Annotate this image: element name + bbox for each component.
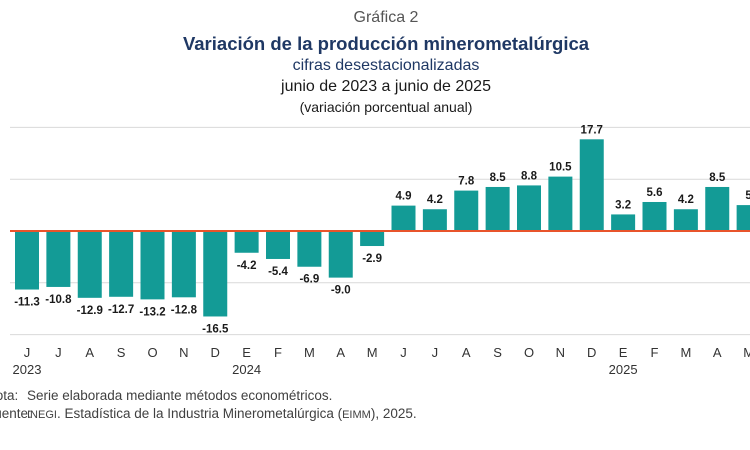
data-label: 4.2 bbox=[678, 194, 694, 206]
data-label: -12.8 bbox=[171, 304, 198, 316]
data-label: -6.9 bbox=[299, 274, 319, 286]
bar bbox=[328, 231, 353, 278]
x-tick-label: J bbox=[432, 345, 439, 360]
x-tick-label: J bbox=[400, 345, 407, 360]
chart-subtitle: cifras desestacionalizadas bbox=[292, 57, 480, 74]
data-label: -9.0 bbox=[331, 285, 351, 297]
x-tick-label: S bbox=[117, 345, 126, 360]
chart-units: (variación porcentual anual) bbox=[299, 99, 473, 115]
note-text: Serie elaborada mediante métodos economé… bbox=[27, 388, 333, 403]
bar bbox=[454, 190, 479, 231]
x-tick-label: J bbox=[55, 345, 62, 360]
data-label: 5 bbox=[745, 190, 750, 202]
data-label: 17.7 bbox=[581, 124, 603, 136]
note-label: Nota: bbox=[0, 388, 19, 403]
x-tick-label: O bbox=[147, 345, 157, 360]
source-text-a: . Estadística de la Industria Minerometa… bbox=[56, 406, 343, 421]
data-label: 5.6 bbox=[647, 187, 663, 199]
x-tick-label: A bbox=[85, 345, 94, 360]
data-label: -2.9 bbox=[362, 253, 382, 265]
source-org: INEGI bbox=[27, 409, 57, 421]
bar bbox=[705, 186, 730, 231]
x-tick-label: M bbox=[680, 345, 691, 360]
data-label: 7.8 bbox=[458, 176, 475, 188]
bar-chart: -11.3 -10.8-12.9 -12.7 -13.2 -12.8-16.5-4.2-… bbox=[10, 124, 750, 377]
x-tick-label: M bbox=[367, 345, 378, 360]
x-tick-label: J bbox=[24, 345, 31, 360]
x-tick-label: A bbox=[713, 345, 722, 360]
source-line: INEGI. Estadística de la Industria Miner… bbox=[27, 406, 417, 421]
data-label: -12.7 bbox=[108, 304, 134, 316]
chart-caption: Gráfica 2 bbox=[353, 9, 419, 26]
bar bbox=[422, 209, 447, 231]
source-label: Fuente: bbox=[0, 406, 32, 421]
source-text-b: ), 2025. bbox=[370, 406, 417, 421]
bar bbox=[203, 231, 228, 317]
x-tick-label: M bbox=[743, 345, 750, 360]
data-label: -5.4 bbox=[268, 266, 288, 278]
data-label: -11.3 bbox=[14, 297, 40, 309]
bar bbox=[673, 209, 698, 231]
data-label: -4.2 bbox=[237, 260, 257, 272]
data-label: -13.2 bbox=[139, 306, 165, 318]
data-label: 8.5 bbox=[709, 172, 726, 184]
bar bbox=[234, 231, 259, 253]
x-tick-label: D bbox=[587, 345, 596, 360]
bar bbox=[517, 185, 541, 231]
x-tick-label: A bbox=[462, 345, 471, 360]
year-label: 2023 bbox=[13, 362, 42, 377]
bar bbox=[391, 205, 416, 231]
x-tick-label: O bbox=[524, 345, 534, 360]
data-label: -12.9 bbox=[77, 305, 103, 317]
x-tick-label: E bbox=[619, 345, 628, 360]
bar bbox=[297, 231, 322, 267]
data-label: -10.8 bbox=[45, 294, 72, 306]
bar bbox=[77, 231, 102, 298]
data-label: 10.5 bbox=[549, 162, 572, 174]
bar bbox=[579, 139, 604, 231]
data-label: 8.5 bbox=[490, 172, 507, 184]
x-tick-label: S bbox=[493, 345, 502, 360]
chart-period: junio de 2023 a junio de 2025 bbox=[281, 78, 491, 95]
bar bbox=[642, 201, 667, 231]
x-tick-label: F bbox=[274, 345, 282, 360]
bar bbox=[140, 231, 165, 300]
bar bbox=[46, 231, 71, 287]
bar bbox=[266, 231, 290, 259]
bar bbox=[15, 231, 39, 290]
bar bbox=[548, 176, 573, 231]
data-label: 4.2 bbox=[427, 194, 443, 206]
data-label: 4.9 bbox=[396, 191, 412, 203]
x-tick-label: M bbox=[304, 345, 315, 360]
bar bbox=[360, 231, 385, 247]
data-label: 3.2 bbox=[615, 199, 631, 211]
x-tick-label: E bbox=[242, 345, 251, 360]
bar bbox=[736, 205, 750, 231]
bar bbox=[171, 231, 196, 298]
x-tick-label: N bbox=[179, 345, 188, 360]
chart-title: Variación de la producción minerometalúr… bbox=[182, 33, 590, 54]
x-tick-label: D bbox=[211, 345, 220, 360]
x-tick-label: F bbox=[651, 345, 659, 360]
source-abbr: EIMM bbox=[342, 409, 371, 421]
data-label: -16.5 bbox=[202, 323, 229, 335]
data-label: 8.8 bbox=[521, 170, 538, 182]
bar bbox=[611, 214, 636, 231]
year-label: 2025 bbox=[609, 362, 638, 377]
year-label: 2024 bbox=[232, 362, 261, 377]
bar bbox=[485, 186, 510, 231]
bar bbox=[109, 231, 134, 297]
x-tick-label: A bbox=[336, 345, 345, 360]
x-tick-label: N bbox=[556, 345, 565, 360]
